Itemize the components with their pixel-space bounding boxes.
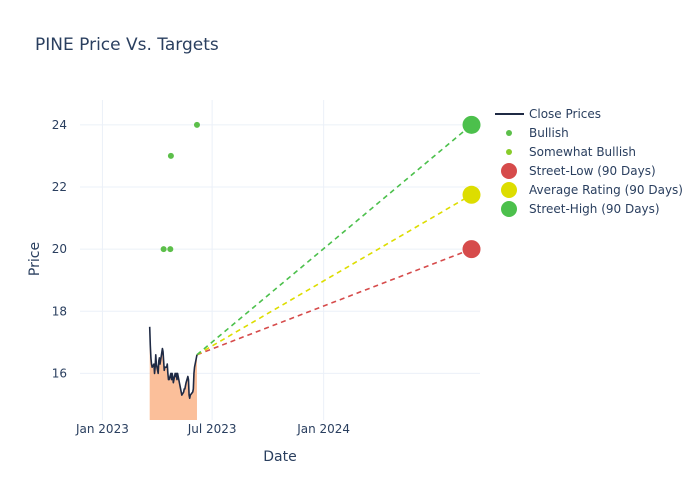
street-high-target-marker	[462, 115, 481, 134]
gridlines	[80, 100, 480, 420]
legend-dot-swatch	[506, 149, 512, 155]
target-projection-lines	[196, 124, 473, 356]
close-price-line	[148, 326, 198, 400]
legend-label: Somewhat Bullish	[529, 145, 636, 159]
y-tick-label: 24	[52, 118, 67, 132]
street-low-target-marker	[462, 240, 481, 259]
legend-marker-swatch	[501, 182, 517, 198]
close-price-fill	[149, 326, 197, 420]
y-tick-label: 20	[52, 242, 67, 256]
legend-item-street-low-90-days[interactable]: Street-Low (90 Days)	[501, 163, 656, 179]
legend-dot-swatch	[506, 130, 512, 136]
legend-item-average-rating-90-days[interactable]: Average Rating (90 Days)	[501, 182, 683, 198]
legend-label: Street-High (90 Days)	[529, 202, 660, 216]
legend-label: Average Rating (90 Days)	[529, 183, 683, 197]
bullish-rating-point	[160, 246, 167, 253]
chart-title: PINE Price Vs. Targets	[35, 35, 219, 55]
target-markers	[462, 115, 481, 259]
average-target-marker	[462, 185, 481, 204]
street-high-target-line	[196, 124, 473, 356]
average-target-line	[196, 194, 472, 356]
y-axis-ticks: 16 18 20 22 24	[52, 118, 67, 381]
bullish-rating-point	[193, 121, 200, 128]
y-tick-label: 22	[52, 180, 67, 194]
y-tick-label: 16	[52, 366, 67, 380]
legend-item-street-high-90-days[interactable]: Street-High (90 Days)	[501, 201, 660, 217]
x-tick-label: Jan 2023	[75, 422, 129, 436]
legend-item-bullish[interactable]: Bullish	[506, 126, 569, 140]
legend-marker-swatch	[501, 163, 517, 179]
street-low-target-line	[196, 248, 472, 356]
x-tick-label: Jan 2024	[296, 422, 350, 436]
bullish-rating-point	[167, 246, 174, 253]
legend-label: Close Prices	[529, 107, 601, 121]
legend-label: Street-Low (90 Days)	[529, 164, 656, 178]
legend[interactable]: Close Prices Bullish Somewhat Bullish Stree…	[495, 107, 683, 217]
legend-item-somewhat-bullish[interactable]: Somewhat Bullish	[506, 145, 636, 159]
y-axis-label: Price	[27, 242, 43, 276]
close-price-area	[149, 326, 197, 420]
bullish-rating-point	[167, 152, 174, 159]
legend-marker-swatch	[501, 201, 517, 217]
legend-item-close-prices[interactable]: Close Prices	[495, 107, 601, 121]
close-price-line-group	[148, 326, 198, 400]
y-tick-label: 18	[52, 304, 67, 318]
analyst-rating-points	[160, 121, 200, 253]
x-tick-label: Jul 2023	[187, 422, 237, 436]
legend-label: Bullish	[529, 126, 569, 140]
x-axis-ticks: Jan 2023 Jul 2023 Jan 2024	[75, 422, 350, 436]
x-axis-label: Date	[263, 449, 296, 465]
